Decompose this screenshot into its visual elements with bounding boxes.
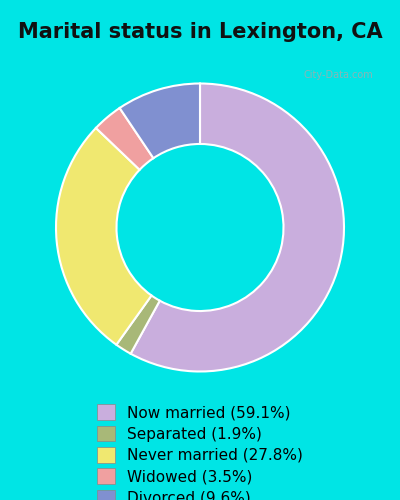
Wedge shape — [56, 128, 152, 344]
Wedge shape — [120, 84, 200, 158]
Legend: Now married (59.1%), Separated (1.9%), Never married (27.8%), Widowed (3.5%), Di: Now married (59.1%), Separated (1.9%), N… — [92, 400, 308, 500]
Wedge shape — [116, 296, 160, 354]
Wedge shape — [96, 108, 153, 170]
Wedge shape — [131, 84, 344, 372]
Text: City-Data.com: City-Data.com — [303, 70, 373, 80]
Text: Marital status in Lexington, CA: Marital status in Lexington, CA — [18, 22, 382, 42]
